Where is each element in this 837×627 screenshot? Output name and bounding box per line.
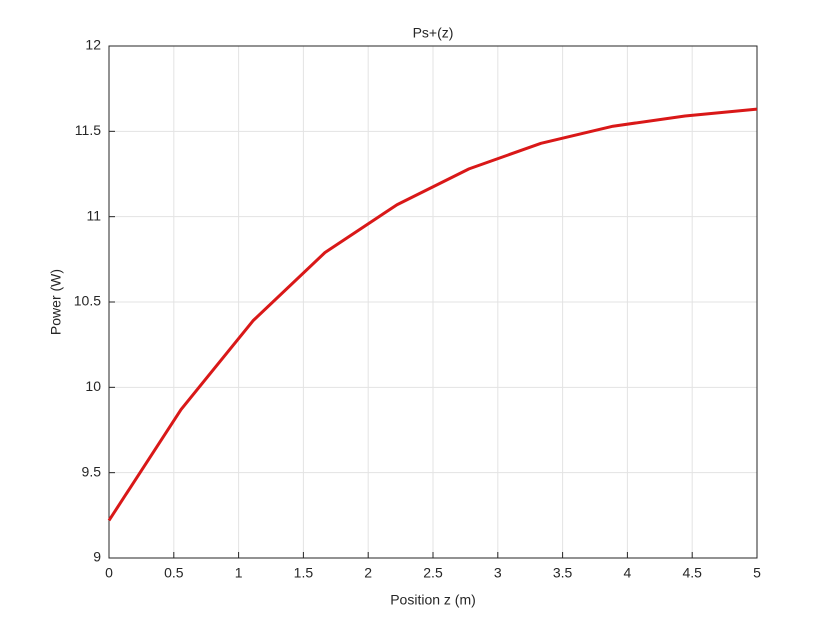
x-tick-label: 3.5 <box>553 565 573 581</box>
y-tick-label: 10.5 <box>74 293 101 309</box>
plot-frame <box>108 45 758 559</box>
y-axis-label: Power (W) <box>48 269 64 335</box>
x-tick-label: 1.5 <box>294 565 314 581</box>
y-tick-label: 11 <box>86 207 101 223</box>
y-tick-label: 9 <box>93 549 101 565</box>
y-tick-label: 12 <box>85 37 101 53</box>
chart-title: Ps+(z) <box>413 25 454 41</box>
x-tick-label: 5 <box>753 565 761 581</box>
y-tick-label: 11.5 <box>75 122 101 138</box>
x-tick-label: 4 <box>624 565 632 581</box>
x-tick-label: 2.5 <box>423 565 443 581</box>
y-tick-label: 10 <box>85 378 101 394</box>
x-tick-label: 4.5 <box>682 565 702 581</box>
x-tick-label: 3 <box>494 565 502 581</box>
x-tick-label: 2 <box>364 565 372 581</box>
x-axis-label: Position z (m) <box>390 592 476 608</box>
x-tick-label: 0.5 <box>164 565 184 581</box>
x-tick-label: 1 <box>235 565 243 581</box>
x-tick-label: 0 <box>105 565 113 581</box>
y-tick-label: 9.5 <box>82 463 102 479</box>
data-line <box>107 107 758 522</box>
